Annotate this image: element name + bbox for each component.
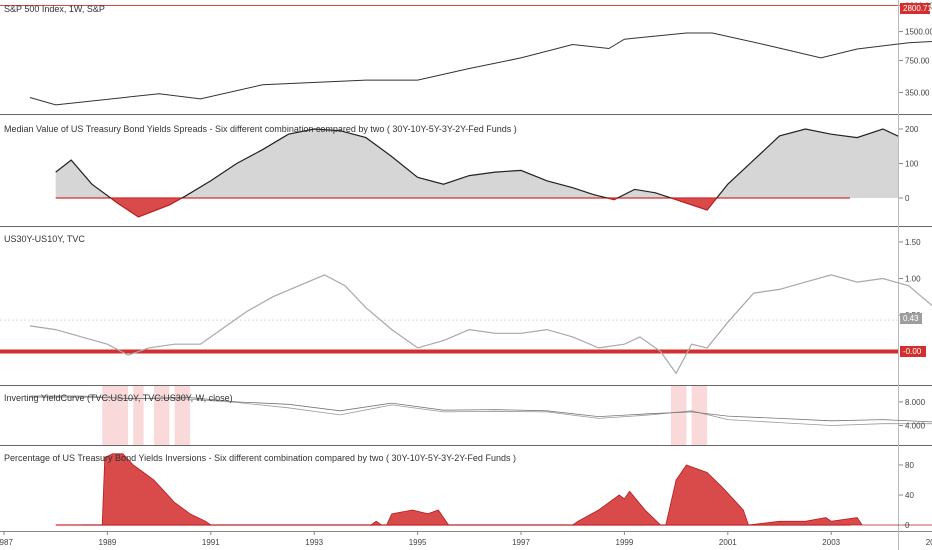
- sp500-last-value-badge: [900, 3, 930, 14]
- percentage-y-tick: 80: [905, 461, 914, 470]
- inverting-yield-curve-panel[interactable]: 8.000 4.000: [29, 386, 932, 445]
- x-axis-tick-label: 1995: [409, 538, 427, 547]
- sp500-y-tick: 750.00: [905, 57, 930, 66]
- inverting-y-tick: 4.000: [905, 422, 926, 431]
- x-axis-tick-label: 1999: [616, 538, 634, 547]
- inversion-band: [691, 386, 708, 445]
- spread-zero-badge: [900, 346, 926, 357]
- spread-y-tick: 1.50: [905, 238, 921, 247]
- median-spread-title: Median Value of US Treasury Bond Yields …: [4, 124, 517, 134]
- spread-last-value: 0.43: [903, 314, 919, 323]
- median-y-tick: 200: [905, 125, 919, 134]
- percentage-title: Percentage of US Treasury Bond Yields In…: [4, 453, 516, 463]
- sp500-y-tick: 350.00: [905, 88, 930, 97]
- x-axis-tick-label: 2001: [719, 538, 737, 547]
- spread-last-value-badge: [900, 313, 922, 324]
- us30y-us10y-panel[interactable]: 1.501.000.50: [0, 238, 932, 375]
- median-series-line: [55, 128, 898, 198]
- inversion-band: [153, 386, 170, 445]
- spread-series-line: [29, 274, 932, 375]
- sp500-last-value: 2800.71: [903, 4, 932, 13]
- inversion-band: [174, 386, 191, 445]
- x-axis-tick-label: 1989: [99, 538, 117, 547]
- time-axis[interactable]: 1987 1989 1991 1993 1995 1997 1999 2001 2003 2005…: [0, 531, 932, 547]
- median-y-tick: 0: [905, 194, 910, 203]
- percentage-area: [81, 453, 932, 526]
- inversion-percentage-panel[interactable]: 80 40 0: [55, 453, 932, 530]
- us10y-series-line: [29, 395, 932, 423]
- spread-title: US30Y-US10Y, TVC: [4, 234, 85, 244]
- median-y-tick: 100: [905, 160, 919, 169]
- median-negative-area: [55, 198, 898, 217]
- x-axis-tick-label: 1997: [512, 538, 530, 547]
- x-axis-tick-label: 1991: [202, 538, 220, 547]
- spread-zero-value: -0.00: [903, 347, 922, 356]
- x-axis-tick-label: 1987: [0, 538, 13, 547]
- median-positive-area: [55, 129, 898, 198]
- sp500-title: S&P 500 Index, 1W, S&P: [4, 4, 105, 14]
- sp500-y-tick: 1500.00: [905, 28, 932, 37]
- x-axis-tick-label: 2005: [926, 538, 932, 547]
- x-axis-tick-label: 1993: [305, 538, 323, 547]
- us30y-series-line: [29, 396, 932, 426]
- inversion-band: [670, 386, 687, 445]
- percentage-y-tick: 40: [905, 491, 914, 500]
- inverting-title: Inverting YieldCurve (TVC:US10Y, TVC:US3…: [4, 393, 233, 403]
- spread-y-tick: 1.00: [905, 275, 921, 284]
- inversion-band: [133, 386, 144, 445]
- x-axis-tick-label: 2003: [822, 538, 840, 547]
- median-spread-panel[interactable]: 200 100 0: [55, 125, 932, 218]
- percentage-y-tick: 0: [905, 521, 910, 530]
- inversion-band: [102, 386, 129, 445]
- sp500-price-series: [29, 32, 932, 106]
- inverting-y-tick: 8.000: [905, 398, 926, 407]
